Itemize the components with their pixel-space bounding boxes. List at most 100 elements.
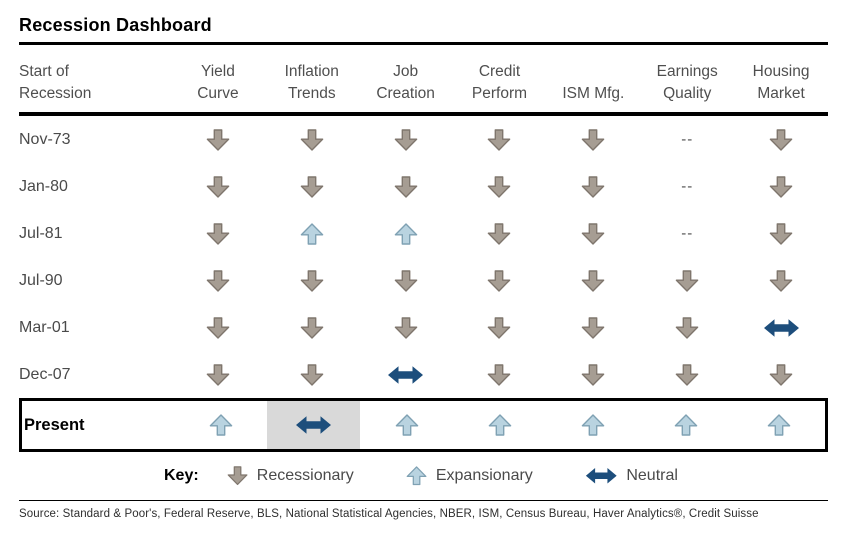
down-indicator bbox=[581, 269, 605, 292]
down-arrow-icon bbox=[769, 128, 793, 151]
down-indicator bbox=[487, 316, 511, 339]
down-indicator bbox=[206, 363, 230, 386]
table-cell bbox=[359, 257, 453, 304]
down-arrow-icon bbox=[300, 363, 324, 386]
table-header: Start of Recession Yield Curve Inflation Tr… bbox=[19, 61, 828, 112]
table-row: Jul-81 -- bbox=[19, 210, 828, 257]
down-arrow-icon bbox=[582, 269, 605, 292]
up-arrow-icon bbox=[209, 414, 232, 436]
legend: Key: Recessionary Expansionary Neutral bbox=[19, 452, 828, 500]
table-row: Jul-90 bbox=[19, 257, 828, 304]
column-header-line2: Quality bbox=[663, 85, 712, 102]
legend-item: Expansionary bbox=[406, 466, 533, 486]
table-cell bbox=[359, 163, 453, 210]
down-arrow-icon bbox=[675, 363, 699, 386]
up-arrow-icon bbox=[767, 414, 790, 436]
down-arrow-icon bbox=[769, 222, 793, 245]
legend-item: Neutral bbox=[585, 467, 678, 485]
down-indicator bbox=[769, 128, 793, 151]
table-cell bbox=[171, 257, 265, 304]
down-arrow-icon bbox=[227, 466, 248, 486]
column-header-line1: Earnings bbox=[656, 63, 718, 80]
column-header-line2: Trends bbox=[287, 85, 336, 102]
table-cell bbox=[453, 351, 547, 398]
down-arrow-icon bbox=[769, 175, 793, 198]
table-cell bbox=[734, 210, 828, 257]
left-right-arrow-icon bbox=[296, 416, 331, 434]
table-cell bbox=[546, 304, 640, 351]
table-row: Mar-01 bbox=[19, 304, 828, 351]
table-cell bbox=[174, 401, 267, 449]
column-header-line2: Perform bbox=[471, 85, 528, 102]
table-cell bbox=[734, 116, 828, 163]
down-arrow-icon bbox=[582, 316, 605, 339]
table-cell bbox=[265, 304, 359, 351]
table-cell bbox=[453, 304, 547, 351]
down-indicator bbox=[206, 175, 230, 198]
table-row: Dec-07 bbox=[19, 351, 828, 398]
down-indicator bbox=[206, 316, 230, 339]
column-header: Housing Market bbox=[734, 61, 828, 105]
row-label: Dec-07 bbox=[19, 365, 71, 383]
down-indicator bbox=[487, 175, 511, 198]
down-indicator bbox=[581, 222, 605, 245]
column-header-line1: Credit bbox=[478, 63, 521, 80]
table-cell bbox=[734, 304, 828, 351]
down-indicator bbox=[769, 363, 793, 386]
down-indicator bbox=[581, 175, 605, 198]
up-arrow-icon bbox=[674, 414, 697, 436]
column-header-line1: Yield bbox=[200, 63, 235, 80]
column-header-line1: Inflation bbox=[284, 63, 339, 80]
table-cell bbox=[359, 304, 453, 351]
down-arrow-icon bbox=[488, 269, 511, 292]
table-cell bbox=[734, 351, 828, 398]
table-cell: -- bbox=[640, 163, 734, 210]
down-arrow-icon bbox=[675, 269, 699, 292]
not-available-text: -- bbox=[681, 225, 694, 242]
legend-item-label: Recessionary bbox=[256, 466, 354, 484]
down-indicator bbox=[487, 269, 511, 292]
down-indicator bbox=[300, 128, 324, 151]
header-divider bbox=[19, 112, 828, 116]
table-cell bbox=[453, 257, 547, 304]
down-indicator bbox=[487, 363, 511, 386]
up-indicator bbox=[300, 222, 324, 245]
down-indicator bbox=[769, 175, 793, 198]
down-indicator bbox=[206, 128, 230, 151]
table-row: Jan-80 -- bbox=[19, 163, 828, 210]
down-arrow-icon bbox=[394, 175, 417, 198]
row-label: Jan-80 bbox=[19, 177, 68, 195]
down-indicator bbox=[300, 175, 324, 198]
neutral-indicator bbox=[763, 318, 800, 338]
table-cell bbox=[546, 257, 640, 304]
row-header: Start of Recession bbox=[19, 61, 171, 105]
row-header-line1: Start of bbox=[19, 63, 69, 80]
table-cell bbox=[640, 257, 734, 304]
down-arrow-icon bbox=[488, 175, 511, 198]
table-cell: -- bbox=[640, 116, 734, 163]
legend-item-label: Expansionary bbox=[435, 466, 533, 484]
down-indicator bbox=[675, 316, 699, 339]
down-arrow-icon bbox=[206, 222, 230, 245]
table-cell bbox=[640, 304, 734, 351]
down-indicator bbox=[206, 222, 230, 245]
left-right-arrow-icon bbox=[388, 365, 424, 384]
down-indicator bbox=[206, 269, 230, 292]
up-indicator bbox=[674, 414, 698, 436]
table-cell bbox=[546, 210, 640, 257]
down-arrow-icon bbox=[206, 175, 230, 198]
left-right-arrow-icon bbox=[585, 468, 617, 484]
up-indicator bbox=[488, 414, 512, 436]
table-cell bbox=[171, 163, 265, 210]
table-cell bbox=[359, 116, 453, 163]
down-arrow-icon bbox=[300, 316, 324, 339]
down-indicator bbox=[675, 363, 699, 386]
table-cell bbox=[171, 351, 265, 398]
table-cell bbox=[360, 401, 453, 449]
up-indicator bbox=[209, 414, 233, 436]
column-header-line1: Job bbox=[393, 63, 419, 80]
down-indicator bbox=[394, 128, 418, 151]
table-row: Present bbox=[22, 401, 825, 449]
row-label: Jul-81 bbox=[19, 224, 63, 242]
